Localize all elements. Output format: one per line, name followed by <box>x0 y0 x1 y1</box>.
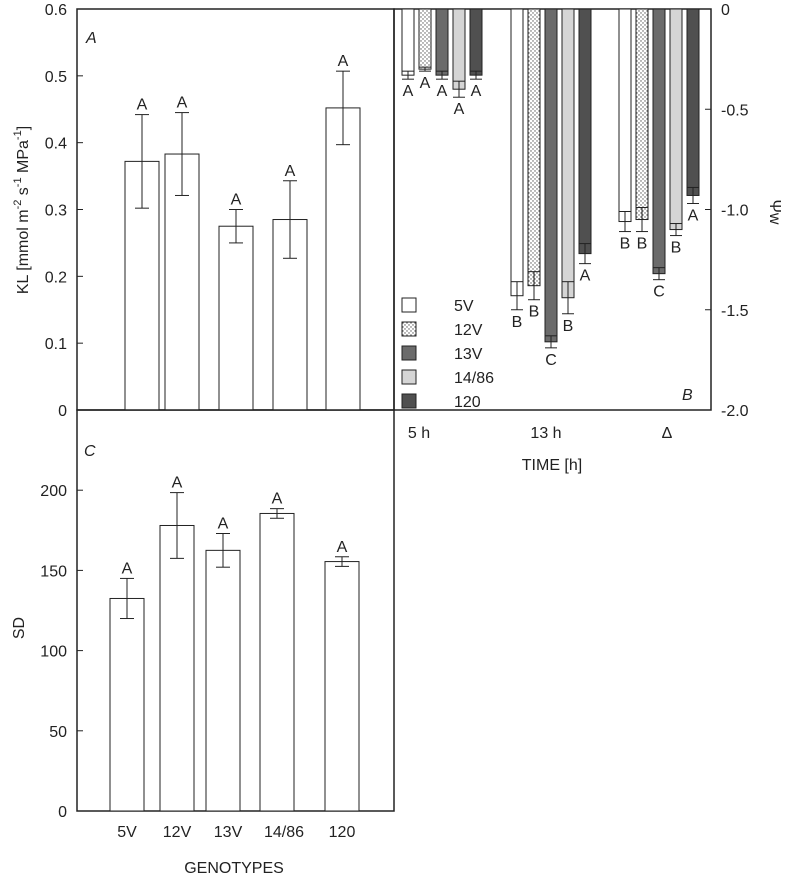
panel-a-ytick-label: 0.4 <box>45 136 67 153</box>
panel-c-ytick-label: 0 <box>58 804 67 821</box>
panel-b-letter: A <box>471 83 482 100</box>
panel-c-xlabel: GENOTYPES <box>184 860 284 875</box>
panel-b-bar <box>510 8 524 297</box>
panel-c: C SD GENOTYPES 0 50 100 150 200 A 5V A 12V A 13V A… <box>11 409 395 875</box>
panel-b-letter: A <box>454 101 465 118</box>
panel-b-xlabel: TIME [h] <box>522 457 582 474</box>
panel-a-ytick-label: 0.2 <box>45 269 67 286</box>
panel-a-letter: A <box>177 95 188 112</box>
panel-b-ytick-label: -1.5 <box>721 303 749 320</box>
panel-c-bar <box>259 512 295 812</box>
panel-c-xtick-label: 120 <box>329 824 356 841</box>
panel-b-letter: B <box>637 236 648 253</box>
legend-label: 14/86 <box>454 370 494 387</box>
panel-b-bar <box>452 8 466 90</box>
panel-c-bar <box>324 561 360 812</box>
panel-b-letter: B <box>512 314 523 331</box>
panel-c-ytick-label: 150 <box>40 563 67 580</box>
panel-b-ytick-label: -2.0 <box>721 403 749 420</box>
panel-b-letter: A <box>688 207 699 224</box>
panel-b-bar <box>469 8 483 76</box>
panel-b-bar <box>652 8 666 275</box>
panel-c-ytick-label: 100 <box>40 644 67 661</box>
panel-b-letter: B <box>671 240 682 257</box>
panel-a-bar <box>325 107 361 411</box>
panel-c-ytick-label: 50 <box>49 724 67 741</box>
legend-swatch <box>401 345 417 361</box>
panel-a-letter: A <box>338 53 349 70</box>
panel-b-ytick-label: -0.5 <box>721 102 749 119</box>
panel-b-letter: A <box>580 268 591 285</box>
panel-c-letter: A <box>337 539 348 556</box>
panel-b-bar <box>669 8 683 231</box>
panel-a-ytick-label: 0 <box>58 403 67 420</box>
panel-c-letter: A <box>172 475 183 492</box>
panel-b-xtick-label: Δ <box>662 425 673 442</box>
legend-label: 12V <box>454 322 483 339</box>
panel-b-bar <box>401 8 415 76</box>
panel-a-ytick-label: 0.3 <box>45 203 67 220</box>
legend-label: 120 <box>454 394 481 411</box>
panel-a-tag: A <box>85 30 97 47</box>
panel-a-ytick-label: 0.1 <box>45 336 67 353</box>
panel-b-bar <box>561 8 575 299</box>
panel-c-ylabel: SD <box>11 617 28 639</box>
panel-c-xtick-label: 14/86 <box>264 824 304 841</box>
panel-b-ytick-label: -1.0 <box>721 203 749 220</box>
panel-c-bar <box>109 597 145 812</box>
panel-b-xtick-label: 5 h <box>408 425 430 442</box>
panel-a-ytick-label: 0.6 <box>45 2 67 19</box>
panel-b-letter: B <box>529 304 540 321</box>
panel-c-xtick-label: 12V <box>163 824 192 841</box>
panel-b-bar <box>418 8 432 70</box>
panel-a: A KL [mmol m-2 s-1 MPa-1] 0 0.1 0.2 0.3 0.4 0… <box>12 2 395 420</box>
panel-a-letter: A <box>137 97 148 114</box>
legend-label: 5V <box>454 298 474 315</box>
panel-b-ytick-label: 0 <box>721 2 730 19</box>
panel-b-letter: C <box>545 352 557 369</box>
legend-swatch <box>401 297 417 313</box>
panel-a-ytick-label: 0.5 <box>45 69 67 86</box>
panel-c-letter: A <box>122 560 133 577</box>
panel-a-bar <box>218 225 254 411</box>
panel-b-letter: A <box>437 83 448 100</box>
legend-label: 13V <box>454 346 483 363</box>
panel-b-bar <box>435 8 449 76</box>
panel-c-bar <box>205 549 241 812</box>
panel-b-bar <box>578 8 592 255</box>
legend-swatch <box>401 369 417 385</box>
panel-a-letter: A <box>231 192 242 209</box>
panel-b-letter: C <box>653 284 665 301</box>
panel-c-tag: C <box>84 443 96 460</box>
panel-b-letter: B <box>620 236 631 253</box>
panel-c-ytick-label: 200 <box>40 483 67 500</box>
panel-b-bar <box>618 8 632 223</box>
panel-c-letter: A <box>272 491 283 508</box>
panel-b-bar <box>544 8 558 343</box>
panel-b-xtick-label: 13 h <box>530 425 561 442</box>
panel-b-letter: B <box>563 318 574 335</box>
panel-b-letter: A <box>420 75 431 92</box>
panel-b-bar <box>635 8 649 221</box>
panel-b-bar <box>686 8 700 196</box>
panel-b-bar <box>527 8 541 287</box>
panel-b-letter: A <box>403 83 414 100</box>
panel-a-ylabel: KL [mmol m-2 s-1 MPa-1] <box>12 126 32 294</box>
legend-swatch <box>401 393 417 409</box>
panel-c-xtick-label: 5V <box>117 824 137 841</box>
legend-swatch <box>401 321 417 337</box>
panel-a-letter: A <box>285 163 296 180</box>
panel-c-letter: A <box>218 516 229 533</box>
panel-a-bar <box>164 153 200 411</box>
panel-c-xtick-label: 13V <box>214 824 243 841</box>
panel-b-ylabel: Ψw <box>766 200 783 225</box>
panel-c-bar <box>159 524 195 812</box>
panel-b-tag: B <box>682 387 693 404</box>
